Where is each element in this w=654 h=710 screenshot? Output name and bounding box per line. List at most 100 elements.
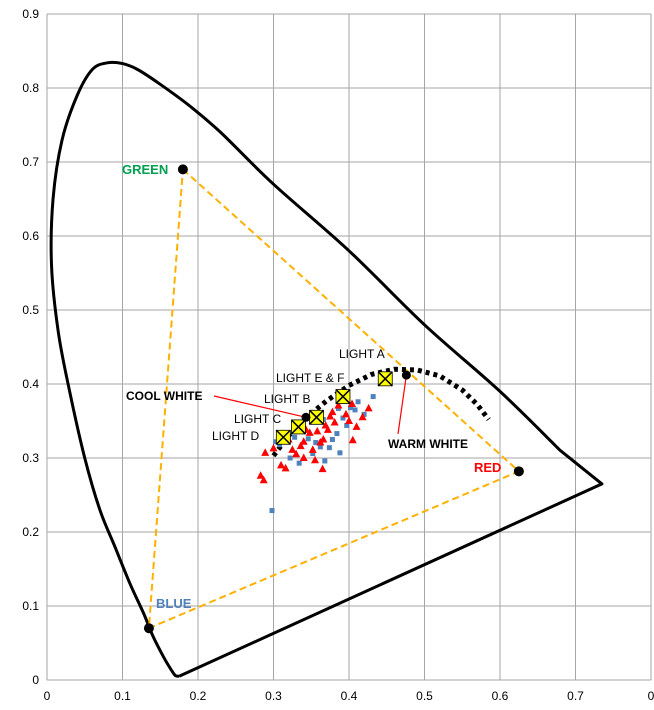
x-tick-label: 0.7 (567, 689, 584, 703)
spectral-locus-line (49, 60, 604, 678)
triangle-point (345, 416, 353, 424)
triangle-point (256, 471, 265, 479)
gamut-vertex-dot (143, 623, 154, 634)
triangle-point (352, 422, 361, 430)
x-tick-label: 0.1 (114, 689, 131, 703)
y-tick-label: 0.6 (22, 229, 39, 243)
square-point (337, 450, 343, 456)
square-point (361, 411, 367, 417)
triangle-point (261, 448, 270, 456)
white-point-dot (401, 370, 411, 380)
x-tick-label: 0 (648, 689, 654, 703)
square-point (326, 445, 332, 451)
square-point (355, 399, 361, 405)
y-tick-label: 0 (32, 673, 39, 687)
gamut-vertex-dot (513, 466, 524, 477)
x-tick-label: 0.6 (492, 689, 509, 703)
x-tick-label: 0.5 (416, 689, 433, 703)
y-tick-label: 0.9 (22, 7, 39, 21)
gamut-triangle-outline (147, 167, 521, 630)
triangle-point (318, 464, 327, 473)
triangle-point (326, 412, 335, 420)
square-point (334, 431, 340, 437)
light-ef-label: LIGHT E & F (276, 371, 344, 385)
light-a-label: LIGHT A (339, 347, 385, 361)
white-point-dot (301, 412, 311, 422)
triangle-point (277, 460, 286, 469)
square-point (348, 405, 354, 411)
triangle-point (364, 403, 373, 412)
triangle-point (281, 463, 290, 472)
light-marker-cross (290, 419, 306, 435)
triangle-point (330, 417, 339, 426)
y-tick-label: 0.3 (22, 451, 39, 465)
red-label: RED (474, 460, 501, 475)
gamut-triangle (147, 167, 521, 630)
triangle-point (288, 445, 297, 453)
triangle-point (323, 425, 332, 433)
x-tick-label: 0 (44, 689, 51, 703)
square-point (296, 460, 302, 466)
square-point (370, 394, 376, 400)
white-points (301, 370, 411, 422)
leader-lines (213, 375, 407, 435)
y-tick-label: 0.8 (22, 81, 39, 95)
triangle-point (311, 455, 320, 464)
light-marker-cross (309, 409, 325, 425)
square-point (317, 444, 323, 450)
y-tick-label: 0.7 (22, 155, 39, 169)
triangle-point (299, 453, 308, 461)
triangle-point (319, 435, 328, 443)
square-point (273, 439, 279, 445)
square-point (287, 455, 293, 461)
triangle-point (328, 407, 337, 416)
triangle-point (348, 399, 357, 407)
light-marker-cross (275, 429, 291, 445)
light-markers (275, 371, 393, 445)
square-point (352, 407, 358, 413)
triangle-point (341, 409, 350, 418)
square-point (269, 508, 275, 514)
light-c-label: LIGHT C (234, 412, 281, 426)
triangle-point (308, 445, 317, 453)
y-tick-label: 0.5 (22, 303, 39, 317)
gamut-vertex-dot (177, 164, 188, 175)
square-point (305, 436, 311, 442)
triangle-points (256, 395, 373, 484)
square-point (310, 451, 316, 457)
triangle-point (269, 443, 278, 452)
triangle-point (296, 441, 305, 450)
x-tick-label: 0.2 (190, 689, 207, 703)
light-d-label: LIGHT D (212, 429, 259, 443)
spectral-locus (49, 60, 604, 678)
square-point (322, 458, 328, 464)
triangle-point (292, 449, 301, 458)
cool-white-leader (213, 395, 307, 418)
triangle-point (299, 437, 308, 445)
square-point (344, 422, 350, 428)
light-marker-cross (335, 389, 351, 405)
cool-white-label: COOL WHITE (126, 389, 202, 403)
warm-white-leader (397, 375, 407, 435)
triangle-point (305, 428, 314, 436)
green-label: GREEN (122, 162, 168, 177)
y-tick-label: 0.1 (22, 599, 39, 613)
square-point (313, 439, 319, 445)
square-point (329, 437, 335, 442)
triangle-point (259, 475, 268, 484)
y-tick-label: 0.2 (22, 525, 39, 539)
tick-labels: 0 0.1 0.2 0.3 0.4 0.5 0.6 0.7 000.10.20.30.40.50… (22, 7, 654, 703)
triangle-point (313, 426, 322, 435)
square-point (292, 434, 298, 440)
y-tick-label: 0.4 (22, 377, 39, 391)
x-tick-label: 0.4 (341, 689, 358, 703)
warm-white-label: WARM WHITE (388, 437, 468, 451)
triangle-point (358, 412, 367, 421)
blue-label: BLUE (156, 596, 192, 611)
triangle-point (334, 400, 343, 409)
gamut-vertices (143, 164, 524, 634)
light-marker-cross (377, 371, 393, 387)
triangle-point (348, 435, 357, 444)
light-b-label: LIGHT B (264, 392, 310, 406)
